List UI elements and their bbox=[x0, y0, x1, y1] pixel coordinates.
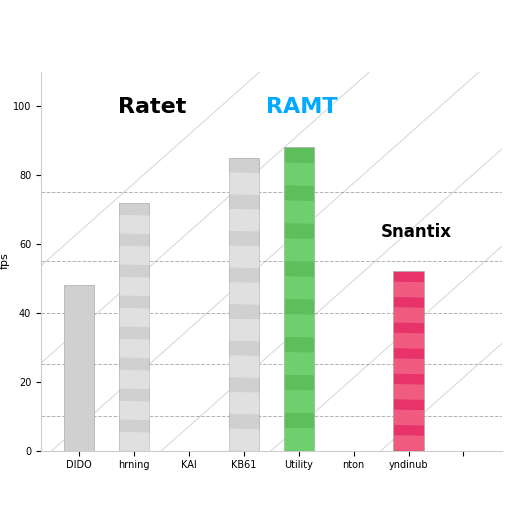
Text: RAMT: RAMT bbox=[266, 97, 337, 117]
Text: Pamle Pare Ratnatcs: Pamle Pare Ratnatcs bbox=[78, 19, 434, 48]
Bar bbox=[284, 147, 314, 451]
Text: Ratet: Ratet bbox=[118, 97, 186, 117]
Text: Snantix: Snantix bbox=[381, 223, 452, 241]
Bar bbox=[393, 271, 423, 451]
Bar bbox=[119, 203, 150, 451]
Bar bbox=[65, 285, 94, 451]
Y-axis label: fps: fps bbox=[0, 253, 10, 269]
Bar bbox=[229, 158, 259, 451]
